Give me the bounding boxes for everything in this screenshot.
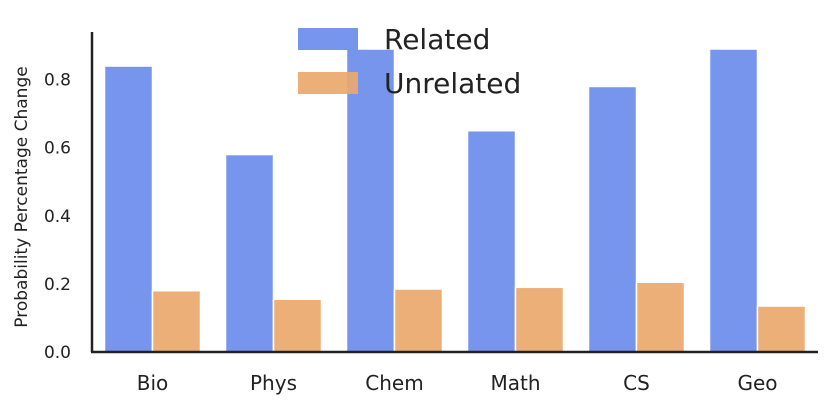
y-tick-label: 0.4 xyxy=(44,207,71,227)
bars-group xyxy=(103,48,807,353)
bar-unrelated-phys xyxy=(272,298,323,353)
bar-unrelated-bio xyxy=(151,289,202,353)
bar-related-math xyxy=(466,129,517,353)
x-tick-label: CS xyxy=(623,371,650,395)
x-tick-label: Geo xyxy=(737,371,777,395)
x-tick-label: Phys xyxy=(250,371,297,395)
legend-swatch-unrelated xyxy=(298,72,358,94)
y-tick-label: 0.0 xyxy=(44,343,71,363)
bar-related-bio xyxy=(103,65,154,353)
bar-unrelated-chem xyxy=(393,288,444,353)
y-tick-label: 0.6 xyxy=(44,139,71,159)
y-tick-label: 0.2 xyxy=(44,275,71,295)
legend-swatch-related xyxy=(298,28,358,50)
y-axis-label: Probability Percentage Change xyxy=(12,66,32,327)
bar-unrelated-geo xyxy=(756,305,807,353)
y-tick-label: 0.8 xyxy=(44,71,71,91)
x-ticks-group: Bio Phys Chem Math CS Geo xyxy=(137,371,778,395)
bar-related-phys xyxy=(224,153,275,353)
bar-related-geo xyxy=(708,48,759,353)
x-tick-label: Chem xyxy=(365,371,423,395)
bar-unrelated-cs xyxy=(635,281,686,353)
x-tick-label: Bio xyxy=(137,371,169,395)
legend-label-related: Related xyxy=(384,23,490,56)
bar-unrelated-math xyxy=(514,286,565,353)
y-ticks-group: 0.0 0.2 0.4 0.6 0.8 xyxy=(44,71,71,363)
legend-label-unrelated: Unrelated xyxy=(384,67,521,100)
x-tick-label: Math xyxy=(490,371,540,395)
legend: Related Unrelated xyxy=(298,23,521,100)
bar-related-cs xyxy=(587,85,638,353)
